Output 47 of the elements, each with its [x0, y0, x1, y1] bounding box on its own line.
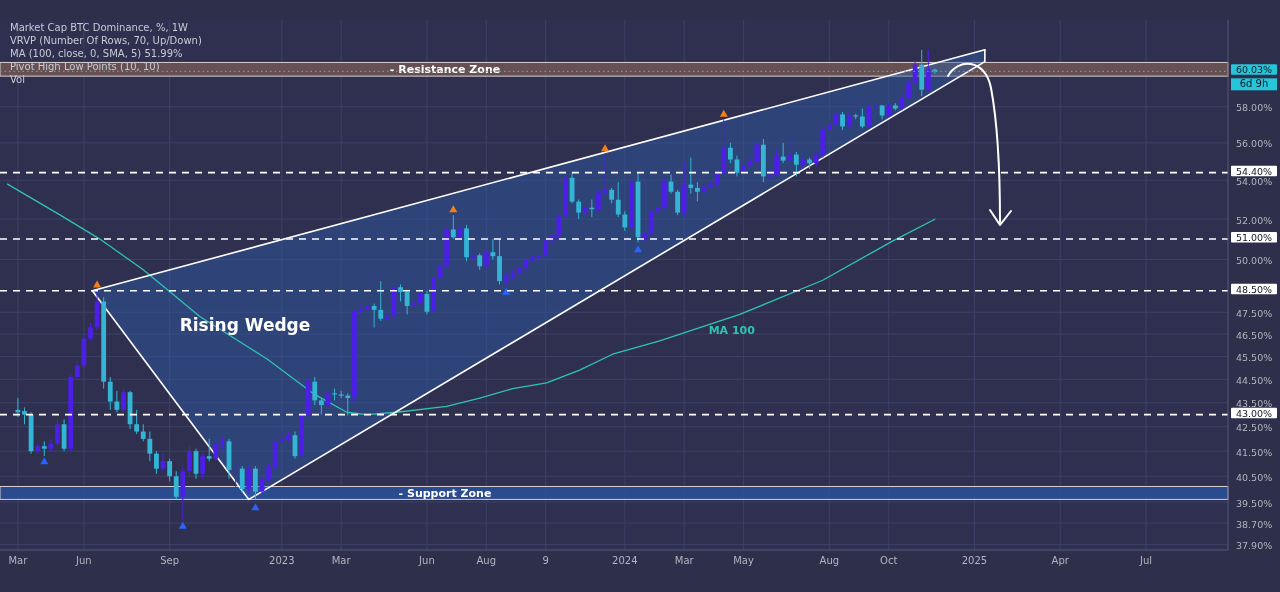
y-tick-label: 42.50%: [1236, 422, 1273, 434]
x-tick-label: 2024: [612, 555, 638, 566]
band-label: - Resistance Zone: [389, 63, 501, 77]
ref-line-label: 60.03%: [1235, 64, 1273, 76]
x-tick-label: May: [733, 555, 754, 566]
ref-line-label: 43.00%: [1235, 407, 1273, 419]
y-tick-label: 44.50%: [1236, 374, 1273, 386]
ref-line-label: 48.50%: [1235, 283, 1273, 295]
annotation: MA (100, close, 0, SMA, 5) 51.99%: [10, 48, 183, 59]
y-tick-label: 46.50%: [1236, 329, 1273, 341]
ref-line-label: 51.00%: [1235, 232, 1273, 244]
chart-title: Market Cap BTC Dominance, %, 1W: [10, 22, 189, 33]
y-tick-label: 56.00%: [1236, 138, 1273, 150]
x-tick-label: 9: [542, 555, 549, 566]
annotation: Pivot High Low Points (10, 10): [10, 61, 160, 72]
x-tick-label: Jun: [418, 555, 435, 566]
y-tick-label: 43.50%: [1236, 398, 1273, 410]
x-tick-label: Mar: [8, 555, 29, 566]
x-tick-label: Apr: [1051, 555, 1070, 566]
x-tick-label: Jul: [1138, 555, 1153, 566]
annotation: Vol: [10, 74, 25, 85]
y-tick-label: 45.50%: [1236, 351, 1273, 363]
y-tick-label: 50.00%: [1236, 254, 1273, 266]
x-tick-label: Mar: [674, 555, 695, 566]
x-tick-label: Aug: [476, 555, 497, 566]
y-tick-label: 58.00%: [1236, 102, 1273, 114]
x-tick-label: Sep: [160, 555, 180, 566]
x-tick-label: Mar: [331, 555, 352, 566]
x-tick-label: Jun: [75, 555, 92, 566]
x-tick-label: 2023: [269, 555, 295, 566]
y-tick-label: 47.50%: [1236, 307, 1273, 319]
y-tick-label: 37.90%: [1236, 540, 1273, 552]
annotation: VRVP (Number Of Rows, 70, Up/Down): [10, 35, 202, 46]
ref-line-label: 54.40%: [1235, 165, 1273, 177]
y-tick-label: 39.50%: [1236, 497, 1273, 509]
band-label: - Support Zone: [398, 486, 492, 500]
x-tick-label: Oct: [880, 555, 898, 566]
x-tick-label: Aug: [819, 555, 840, 566]
x-tick-label: 2025: [961, 555, 988, 566]
y-tick-label: 54.00%: [1236, 175, 1273, 187]
text: 6d 9h: [1239, 78, 1269, 90]
y-tick-label: 40.50%: [1236, 471, 1273, 483]
y-tick-label: 52.00%: [1236, 214, 1273, 226]
series-label: MA 100: [708, 324, 756, 338]
annotation: Rising Wedge: [179, 315, 311, 335]
y-tick-label: 38.70%: [1236, 518, 1273, 530]
y-tick-label: 41.50%: [1236, 446, 1273, 458]
